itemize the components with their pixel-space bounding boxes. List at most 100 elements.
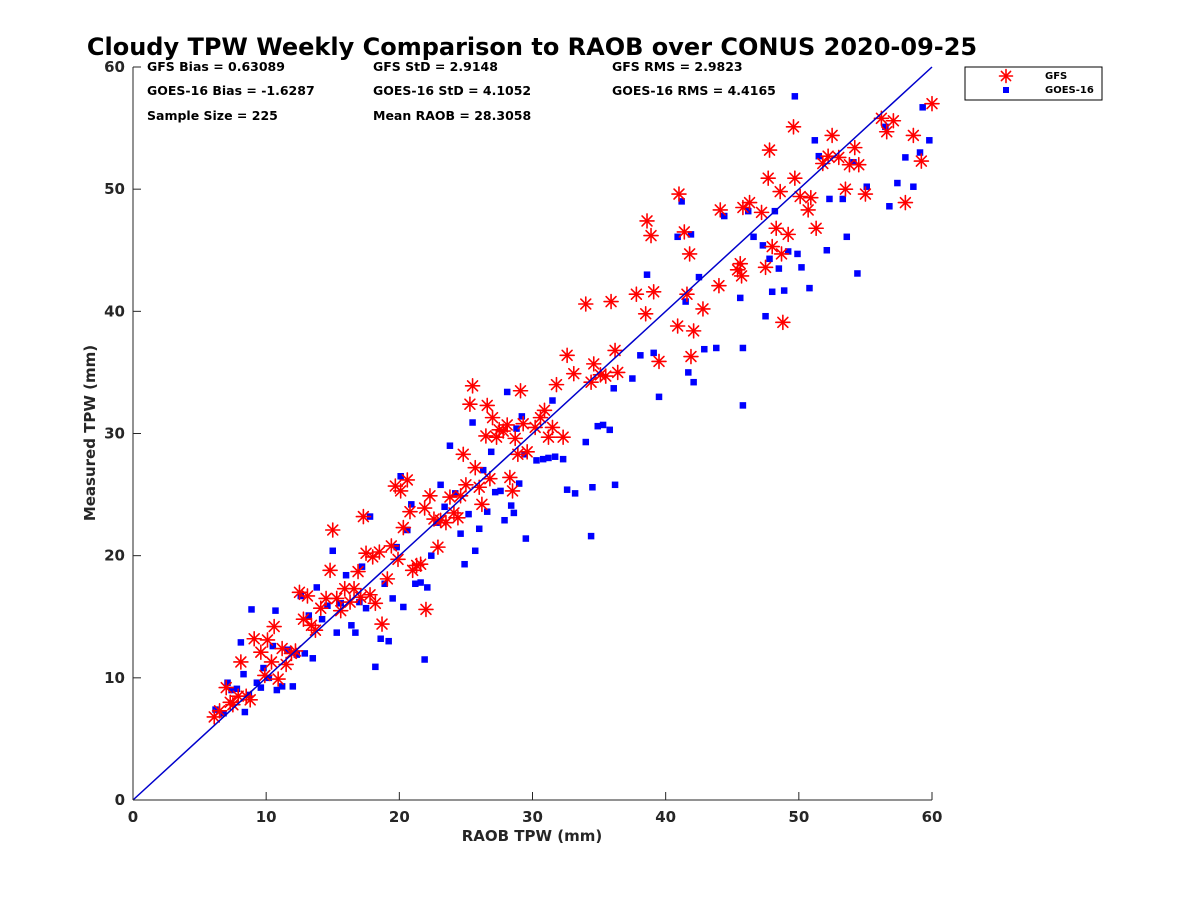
goes16-point: [397, 473, 404, 480]
y-tick-label: 40: [104, 302, 125, 320]
gfs-point: [761, 142, 778, 158]
gfs-point: [669, 318, 686, 334]
gfs-point: [458, 477, 474, 493]
chart-title: Cloudy TPW Weekly Comparison to RAOB ove…: [87, 33, 977, 61]
goes16-point: [701, 345, 708, 353]
goes16-point: [253, 679, 261, 686]
stat-goes-rms: GOES-16 RMS = 4.4165: [612, 83, 776, 98]
gfs-point: [741, 194, 758, 211]
reference-line-layer: [132, 66, 933, 801]
gfs-point: [897, 194, 914, 211]
y-tick-label: 20: [104, 547, 125, 565]
goes16-point: [839, 195, 847, 203]
goes16-point: [902, 154, 909, 161]
gfs-point: [482, 470, 498, 487]
gfs-point: [878, 123, 895, 140]
goes16-point: [549, 397, 556, 404]
goes16-point: [775, 265, 783, 272]
goes16-point: [301, 650, 309, 657]
goes16-point: [894, 179, 901, 187]
gfs-point: [775, 314, 791, 331]
goes16-point: [491, 488, 499, 496]
gfs-point: [846, 139, 863, 156]
goes16-point: [759, 242, 767, 249]
gfs-point: [442, 489, 458, 505]
goes16-point: [606, 426, 613, 434]
goes16-point: [843, 233, 851, 241]
x-tick-label: 60: [922, 808, 943, 826]
goes16-point: [539, 455, 547, 463]
gfs-point: [683, 348, 699, 365]
goes16-point: [690, 378, 697, 386]
gfs-point: [502, 469, 518, 486]
gfs-point: [515, 415, 531, 432]
y-tick-label: 30: [104, 425, 125, 443]
gfs-point: [350, 563, 366, 580]
gfs-point: [837, 181, 854, 197]
goes16-point: [421, 656, 428, 663]
x-tick-label: 20: [389, 808, 410, 826]
gfs-point: [671, 186, 687, 202]
gfs-point: [609, 364, 626, 381]
goes16-point: [260, 664, 267, 672]
legend-gfs-label: GFS: [1045, 71, 1067, 82]
goes16-point: [457, 530, 464, 537]
stat-gfs-std: GFS StD = 2.9148: [373, 59, 498, 74]
legend: GFS GOES-16: [964, 66, 1103, 101]
goes16-point: [241, 708, 249, 716]
goes16-point: [424, 584, 431, 591]
legend-goes-label: GOES-16: [1045, 85, 1094, 96]
goes16-point: [352, 629, 359, 636]
gfs-point: [768, 220, 784, 237]
goes16-point: [228, 686, 235, 694]
gfs-point: [711, 277, 727, 294]
goes16-point: [461, 560, 468, 568]
goes16-point: [611, 481, 619, 489]
goes16-point: [629, 375, 636, 382]
goes16-point: [257, 684, 265, 691]
stat-goes-bias: GOES-16 Bias = -1.6287: [147, 83, 315, 98]
gfs-point: [803, 189, 819, 206]
gfs-point: [253, 644, 269, 660]
goes16-point: [212, 706, 219, 713]
goes16-point: [559, 455, 567, 463]
goes16-point: [289, 683, 297, 690]
goes16-point: [910, 183, 917, 190]
goes16-point: [806, 284, 813, 292]
goes16-point: [479, 466, 487, 474]
legend-goes-square-icon: [1003, 87, 1009, 93]
gfs-point: [637, 305, 654, 322]
goes16-point: [784, 248, 792, 255]
goes16-point: [594, 422, 602, 430]
gfs-point: [295, 611, 312, 627]
goes16-point: [400, 603, 407, 611]
goes16-point: [713, 344, 720, 352]
goes16-point: [389, 595, 396, 602]
gfs-point: [324, 522, 341, 538]
legend-gfs-marker-shape: [998, 68, 1014, 84]
goes16-point: [762, 312, 769, 320]
goes16-point: [503, 388, 511, 396]
goes16-point: [674, 233, 681, 241]
goes16-point: [798, 264, 805, 271]
goes16-point: [882, 123, 889, 131]
gfs-point: [455, 446, 472, 463]
goes16-point: [643, 271, 651, 278]
gfs-point: [312, 600, 329, 616]
gfs-point: [259, 632, 276, 648]
stat-goes-std: GOES-16 StD = 4.1052: [373, 83, 531, 98]
goes16-point: [563, 486, 571, 493]
gfs-point: [607, 342, 623, 359]
gfs-point: [379, 571, 396, 587]
gfs-point: [211, 703, 228, 719]
gfs-point: [548, 376, 565, 393]
goes16-point: [811, 137, 819, 144]
gfs-point: [450, 509, 466, 526]
gfs-point: [499, 417, 515, 433]
ticks: 0 10 20 30 40 50 60 0 10 20 30 40 50 60: [104, 58, 942, 826]
one-to-one-reference-line: [132, 66, 933, 801]
goes16-point: [324, 602, 331, 610]
goes16-point: [854, 270, 861, 277]
goes16-point: [441, 503, 448, 511]
goes16-point: [465, 510, 472, 518]
